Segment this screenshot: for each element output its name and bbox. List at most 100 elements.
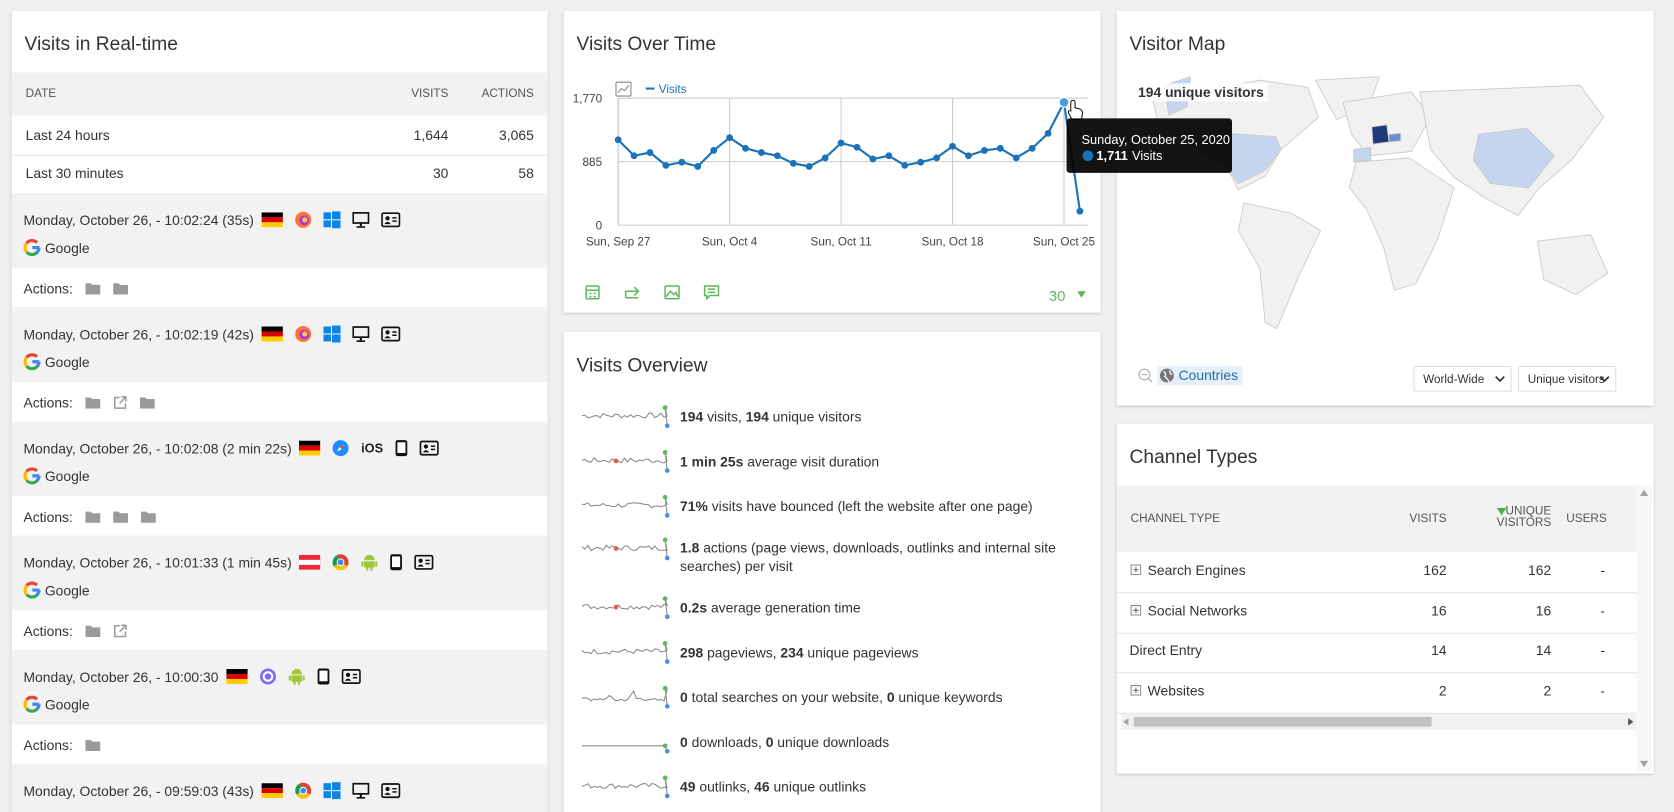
- expand-icon-part: [1130, 564, 1142, 576]
- desk-icon-part-part: [359, 223, 362, 227]
- y-tick-label: 885: [583, 156, 603, 169]
- widget-title: Visits Overview: [576, 354, 708, 376]
- sparkline-part: [664, 748, 670, 754]
- phone-icon: [317, 668, 330, 685]
- data-point: [1028, 144, 1036, 152]
- desk-icon-part-part: [352, 782, 370, 795]
- de-icon-part: [225, 669, 248, 684]
- android-icon: [361, 554, 378, 571]
- scroll-arrow-part: [1639, 760, 1649, 768]
- visit-header: Monday, October 26, - 10:02:19 (42s): [23, 324, 401, 343]
- countries-link[interactable]: Countries: [1157, 365, 1243, 386]
- folder-icon-part-part: [113, 283, 129, 295]
- sparkline-part: [662, 743, 668, 749]
- scroll-arrow[interactable]: [1628, 718, 1634, 726]
- prof-icon-part-part: [419, 440, 439, 456]
- sparkline-part: [662, 537, 668, 543]
- android-icon-part-part: [364, 554, 375, 561]
- chrome-icon-part-part: [300, 787, 306, 794]
- metric-value: 0.2s: [680, 599, 708, 616]
- sparkline-part: [662, 405, 668, 410]
- visit-actions: Actions:: [23, 507, 157, 526]
- actions-label: Actions:: [23, 736, 73, 753]
- period-dropdown: [1077, 291, 1086, 298]
- expand-icon[interactable]: [1130, 684, 1142, 696]
- folder-icon-part-part: [85, 739, 101, 752]
- chart-type-icon: [615, 81, 632, 97]
- visit-actions: Actions:: [23, 735, 101, 754]
- metric-text: average generation time: [707, 599, 861, 616]
- chrome-icon-part-part: [333, 562, 348, 571]
- safari-icon-part-part: [339, 444, 345, 450]
- data-point: [853, 143, 861, 151]
- folder-icon-part-part: [85, 511, 101, 523]
- google-icon-part: [23, 353, 41, 371]
- row-label: Search Engines: [1147, 562, 1246, 579]
- cell: -: [1600, 602, 1605, 619]
- cell: 162: [1528, 562, 1552, 579]
- google-icon-part-part: [25, 239, 39, 245]
- ext-icon-part-part: [119, 395, 127, 404]
- ff-icon: [294, 211, 312, 228]
- data-point: [646, 149, 654, 156]
- scroll-arrow[interactable]: [1639, 760, 1649, 768]
- data-point: [662, 161, 670, 169]
- column-header: VISITS: [1409, 512, 1447, 525]
- data-point: [630, 152, 638, 160]
- de-icon-part-part: [261, 788, 283, 794]
- win-icon-part-part: [323, 334, 331, 342]
- expand-icon[interactable]: [1130, 564, 1142, 576]
- visit-time: Monday, October 26, - 10:02:24 (35s): [23, 211, 254, 228]
- android-icon-part-part: [361, 561, 364, 567]
- metric-text: average visit duration: [743, 453, 880, 470]
- win-icon-part-part: [331, 220, 341, 229]
- visit-background: [11, 421, 548, 497]
- ext-icon: [113, 623, 127, 638]
- tooltip-box: [1066, 118, 1233, 173]
- data-point: [742, 144, 749, 152]
- zoom-out-icon[interactable]: [1138, 368, 1153, 383]
- expand-icon[interactable]: [1130, 604, 1142, 616]
- referrer-name: Google: [44, 467, 90, 484]
- expand-icon-part: [1133, 687, 1139, 693]
- google-icon-part: [23, 239, 41, 257]
- scroll-arrow[interactable]: [1123, 718, 1129, 726]
- scroll-arrow-part: [1628, 718, 1634, 726]
- win-icon-part-part: [331, 211, 341, 220]
- data-point: [949, 142, 956, 150]
- sparkline: [581, 743, 670, 754]
- android-icon-part-part: [370, 566, 373, 571]
- data-point: [980, 147, 988, 154]
- de-icon-part-part: [261, 217, 283, 223]
- ff-icon-part: [295, 325, 312, 342]
- x-tick-label: Sun, Sep 27: [586, 235, 651, 248]
- scroll-arrow[interactable]: [1639, 489, 1649, 497]
- data-point: [917, 158, 925, 166]
- scroll-thumb[interactable]: [1133, 717, 1432, 727]
- country: [1472, 127, 1555, 189]
- folder-icon-part: [140, 397, 156, 409]
- prof-icon-part-part: [352, 673, 357, 676]
- row-divider: [11, 154, 548, 156]
- folder-icon: [85, 624, 101, 637]
- v-scrollbar[interactable]: [1636, 485, 1652, 772]
- metric-value: 49: [680, 778, 696, 795]
- at-icon-part: [299, 554, 321, 570]
- android-icon-part: [361, 554, 378, 571]
- phone-icon-part: [390, 554, 403, 571]
- de-icon-part-part: [299, 440, 321, 446]
- visit-header: Monday, October 26, - 10:01:33 (1 min 45…: [23, 553, 434, 572]
- chart-type-icon-part: [615, 81, 632, 97]
- metric-select[interactable]: Unique visitors: [1518, 365, 1617, 392]
- region-select[interactable]: World-Wide: [1413, 365, 1512, 392]
- visit-time: Monday, October 26, - 10:01:33 (1 min 45…: [23, 554, 292, 571]
- ext-icon: [113, 395, 127, 409]
- column-header[interactable]: UNIQUE VISITORS: [1496, 504, 1552, 530]
- overview-item: 0 downloads, 0 unique downloads: [680, 733, 1091, 751]
- folder-icon: [140, 396, 156, 409]
- data-point: [1058, 97, 1070, 108]
- data-point: [869, 155, 877, 163]
- h-scrollbar[interactable]: [1120, 713, 1637, 730]
- metric-value: 46: [754, 778, 770, 795]
- chart-footer-icons[interactable]: [585, 285, 720, 301]
